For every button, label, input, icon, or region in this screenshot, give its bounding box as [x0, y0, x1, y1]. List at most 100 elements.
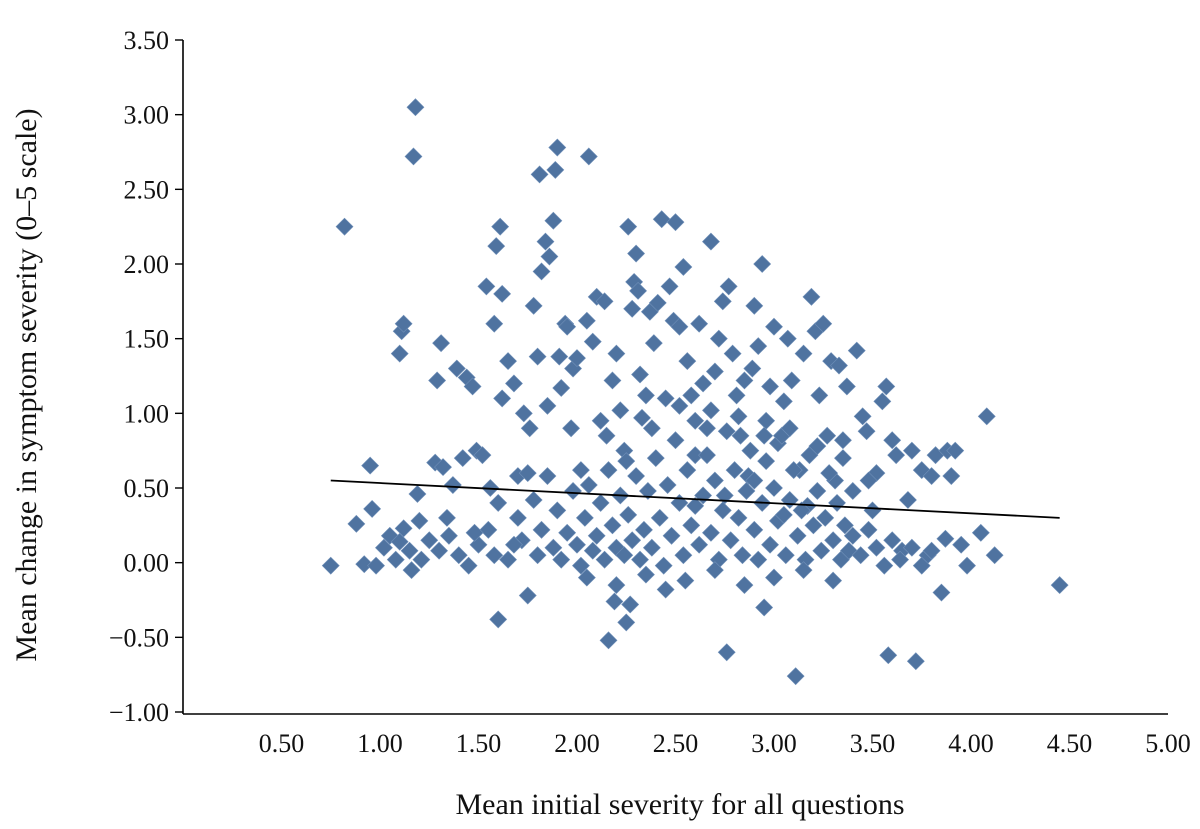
data-point — [607, 344, 626, 363]
data-point — [579, 476, 598, 494]
data-point — [477, 277, 496, 296]
data-point — [548, 501, 567, 520]
data-point — [713, 292, 732, 311]
data-point — [485, 314, 504, 333]
y-tick-label: 1.50 — [124, 325, 170, 354]
data-point — [564, 482, 582, 500]
data-point — [674, 546, 693, 565]
x-tick-label: 3.00 — [751, 729, 797, 758]
data-point — [658, 476, 677, 494]
data-point — [702, 401, 720, 420]
data-point — [682, 386, 701, 405]
data-point — [719, 277, 738, 296]
data-point — [619, 217, 638, 236]
data-point — [713, 501, 732, 520]
data-point — [550, 347, 569, 366]
data-point — [670, 494, 689, 512]
data-point — [794, 561, 813, 580]
data-point — [449, 546, 468, 565]
data-point — [404, 147, 423, 166]
y-tick-label: 0.00 — [124, 549, 170, 578]
data-point — [493, 284, 512, 303]
data-point — [788, 526, 807, 545]
data-point — [804, 516, 823, 535]
data-point — [380, 526, 399, 545]
data-point — [774, 505, 793, 524]
data-point — [505, 374, 523, 393]
data-point — [623, 299, 642, 318]
data-point — [745, 520, 764, 539]
data-point — [611, 401, 630, 420]
data-point — [538, 467, 557, 485]
data-point — [599, 461, 618, 480]
data-point — [765, 479, 783, 497]
data-point — [808, 437, 827, 456]
data-point — [394, 519, 413, 538]
data-point — [912, 556, 931, 575]
data-point — [499, 352, 517, 370]
data-point — [597, 426, 616, 445]
data-point — [459, 556, 478, 575]
data-point — [952, 535, 971, 554]
data-point — [402, 561, 421, 580]
y-tick-label: 2.00 — [124, 250, 170, 279]
data-point — [631, 550, 649, 569]
data-point — [847, 341, 866, 360]
data-point — [853, 407, 872, 426]
data-point — [552, 550, 571, 569]
data-point — [627, 467, 646, 485]
data-point — [591, 494, 610, 512]
data-point — [434, 458, 452, 477]
data-point — [780, 419, 799, 438]
data-point — [867, 538, 886, 557]
data-point — [603, 371, 622, 390]
data-point — [530, 165, 549, 184]
data-point — [637, 386, 655, 405]
data-point — [499, 550, 517, 569]
data-point — [761, 535, 779, 554]
data-point — [629, 281, 647, 300]
data-point — [548, 138, 567, 157]
data-point — [363, 499, 382, 518]
y-axis-title: Mean change in symptom severity (0–5 sca… — [10, 108, 43, 661]
data-point — [729, 407, 748, 426]
data-point — [595, 292, 614, 311]
data-point — [430, 541, 449, 560]
data-point — [552, 379, 571, 397]
data-point — [493, 389, 512, 408]
data-point — [678, 352, 697, 370]
data-point — [757, 411, 776, 430]
data-point — [702, 232, 720, 251]
data-point — [922, 541, 941, 560]
x-axis-title: Mean initial severity for all questions — [455, 788, 904, 821]
data-point — [810, 386, 829, 405]
data-point — [694, 486, 713, 505]
data-point — [656, 389, 675, 408]
data-point — [575, 508, 594, 527]
data-point — [514, 404, 533, 423]
data-point — [702, 523, 720, 542]
data-point — [824, 531, 843, 550]
data-point — [971, 523, 990, 542]
data-point — [883, 431, 902, 450]
data-point — [406, 98, 425, 117]
data-point — [595, 550, 614, 569]
data-point — [654, 556, 673, 575]
data-point — [615, 546, 634, 565]
data-point — [814, 314, 833, 333]
data-point — [465, 523, 484, 542]
data-point — [367, 556, 385, 575]
y-tick-label: −0.50 — [109, 623, 169, 652]
data-point — [932, 583, 951, 602]
x-tick-label: 3.50 — [850, 729, 896, 758]
data-point — [617, 452, 636, 471]
data-point — [607, 576, 626, 594]
data-point — [698, 419, 716, 438]
data-point — [440, 526, 458, 545]
data-point — [774, 392, 793, 411]
data-point — [485, 546, 504, 565]
data-point — [717, 422, 736, 441]
data-point — [837, 377, 856, 396]
data-point — [335, 217, 354, 236]
